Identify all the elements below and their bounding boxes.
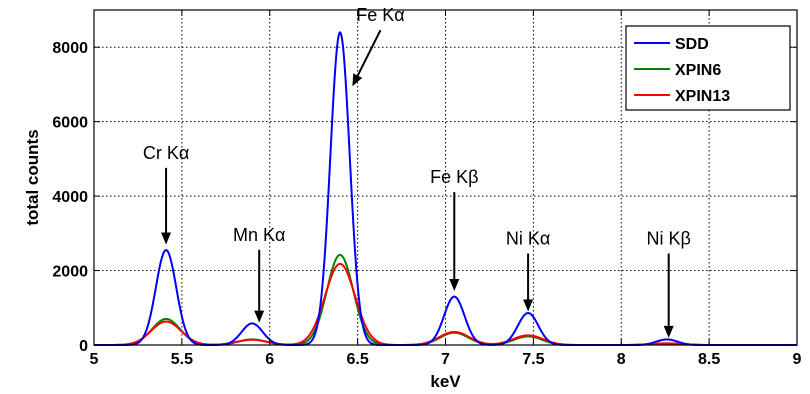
x-tick-label: 5.5 [171,351,193,368]
x-tick-label: 6 [265,351,274,368]
x-tick-label: 6.5 [347,351,369,368]
peak-label: Fe Kα [356,5,404,25]
x-tick-label: 7.5 [522,351,544,368]
legend-label: SDD [675,36,709,53]
legend: SDD XPIN6 XPIN13 [625,25,791,111]
annotation-arrow-head [663,325,674,338]
y-tick-label: 6000 [52,115,88,132]
annotation-arrow-head [254,310,265,323]
annotation-arrow-shaft [356,29,382,77]
peak-label: Cr Kα [143,143,189,163]
x-axis-label: keV [430,372,461,391]
x-tick-label: 8.5 [698,351,720,368]
x-tick-label: 7 [441,351,450,368]
legend-label: XPIN6 [675,62,721,79]
annotation-arrow-head [449,279,460,292]
axis-ticks: 5 5.5 6 6.5 7 7.5 8 8.5 9 0 2000 4000 6000 8000 [52,10,802,368]
peak-label: Ni Kβ [647,229,691,249]
x-tick-label: 5 [90,351,99,368]
legend-label: XPIN13 [675,88,730,105]
annotation-arrow-head [161,232,172,245]
annotation-arrow-head [523,299,534,312]
x-tick-label: 9 [793,351,802,368]
y-tick-label: 0 [79,338,88,355]
peak-annotations: Cr Kα Mn Kα Fe Kα Fe Kβ Ni Kα Ni Kβ [143,5,691,338]
series-line-xpin13 [93,262,798,346]
peak-label: Ni Kα [506,229,550,249]
peak-label: Mn Kα [233,225,285,245]
peak-label: Fe Kβ [430,167,478,187]
grid [94,10,797,345]
x-tick-label: 8 [617,351,626,368]
y-tick-label: 4000 [52,189,88,206]
y-tick-label: 2000 [52,264,88,281]
y-axis-label: total counts [23,129,42,225]
y-tick-label: 8000 [52,40,88,57]
annotation-arrow-head [352,73,363,87]
